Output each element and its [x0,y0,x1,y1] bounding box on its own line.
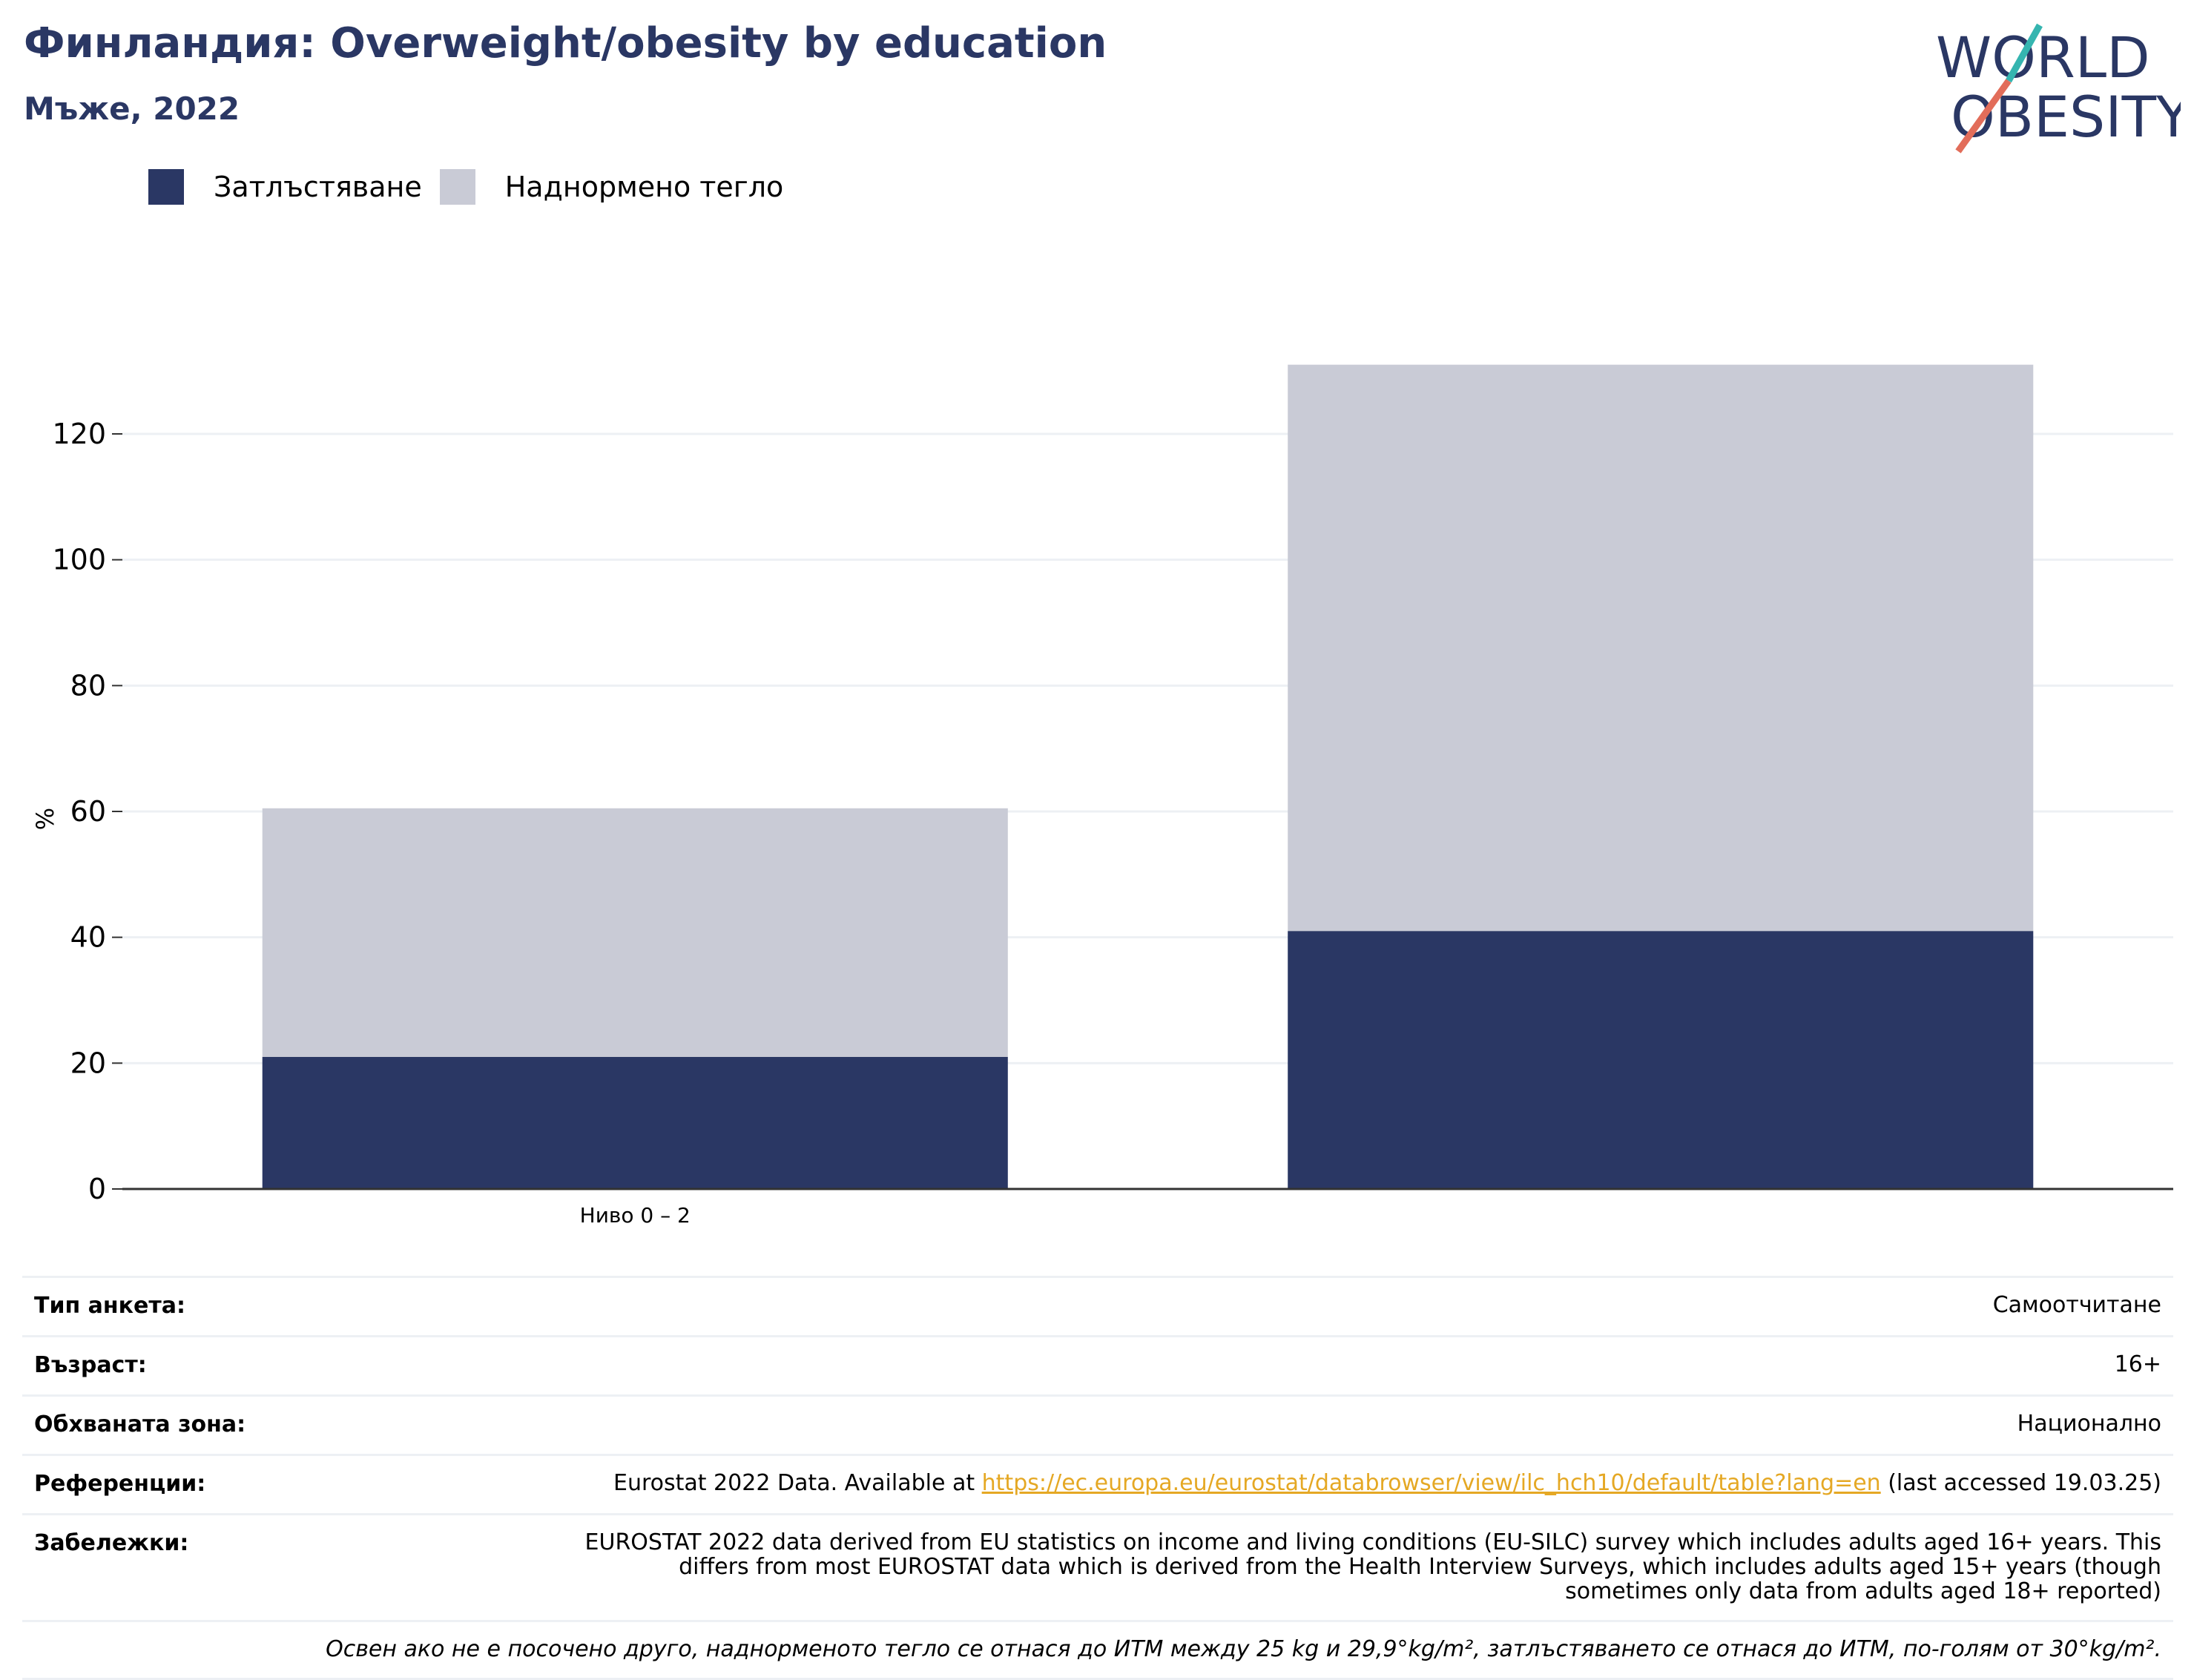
logo-line1: WORLD [1936,24,2150,90]
bar-overweight-1 [1288,364,2034,932]
references-prefix: Eurostat 2022 Data. Available at [613,1470,982,1496]
chart-subtitle: Мъже, 2022 [24,90,240,127]
coverage-value: Национално [2017,1411,2161,1437]
logo-line2: OBESITY [1951,84,2181,150]
info-row-survey: Тип анкета: Самоотчитане [22,1276,2173,1335]
age-value: 16+ [2114,1351,2161,1377]
survey-label: Тип анкета: [34,1293,185,1319]
legend-swatch-obesity [148,169,184,205]
bars [262,364,2034,1189]
bar-obesity-0 [262,1056,1008,1189]
x-tick-label: Ниво 0 – 2 [580,1203,691,1228]
legend-label-obesity: Затлъстяване [214,171,422,203]
references-label: Референции: [34,1471,206,1497]
y-tick-label: 20 [70,1047,106,1079]
eurostat-link[interactable]: https://ec.europa.eu/eurostat/databrowse… [981,1470,1881,1496]
logo-coral-stroke [1955,79,2012,154]
coverage-label: Обхваната зона: [34,1411,246,1437]
info-row-coverage: Обхваната зона: Национално [22,1394,2173,1454]
references-value: Eurostat 2022 Data. Available at https:/… [613,1471,2161,1497]
y-axis-label: % [31,808,59,830]
footnote: Освен ако не е посочено друго, наднормен… [326,1636,2161,1662]
y-tick-label: 100 [52,544,106,576]
references-suffix: (last accessed 19.03.25) [1880,1470,2161,1496]
notes-value: EUROSTAT 2022 data derived from EU stati… [584,1529,2161,1604]
survey-value: Самоотчитане [1992,1292,2161,1318]
stacked-bar-chart: 0 20 40 60 80 100 120% Ниво 0 – 2 [31,364,2173,1228]
legend-item-obesity[interactable]: Затлъстяване [148,169,422,205]
y-tick-label: 0 [88,1173,106,1205]
logo-teal-stroke [2006,23,2043,83]
legend-swatch-overweight [439,169,475,205]
info-row-notes: Забележки: EUROSTAT 2022 data derived fr… [22,1513,2173,1620]
world-obesity-logo: WORLD OBESITY [1936,23,2181,154]
info-row-references: Референции: Eurostat 2022 Data. Availabl… [22,1454,2173,1513]
chart-legend: Затлъстяване Наднормено тегло [148,169,801,205]
axes: 0 20 40 60 80 100 120% Ниво 0 – 2 [31,418,2173,1228]
bar-overweight-0 [262,808,1008,1057]
y-tick-label: 80 [70,669,106,702]
legend-item-overweight[interactable]: Наднормено тегло [439,169,784,205]
legend-label-overweight: Наднормено тегло [504,171,784,203]
age-label: Възраст: [34,1352,147,1378]
y-tick-label: 120 [52,418,106,450]
info-row-age: Възраст: 16+ [22,1335,2173,1394]
chart-title: Финландия: Overweight/obesity by educati… [24,19,1107,67]
notes-label: Забележки: [34,1530,189,1556]
y-tick-label: 60 [70,795,106,828]
info-row-footnote: Освен ако не е посочено друго, наднормен… [22,1620,2173,1680]
bar-obesity-1 [1288,931,2034,1189]
y-tick-label: 40 [70,921,106,954]
info-table: Тип анкета: Самоотчитане Възраст: 16+ Об… [22,1276,2173,1680]
